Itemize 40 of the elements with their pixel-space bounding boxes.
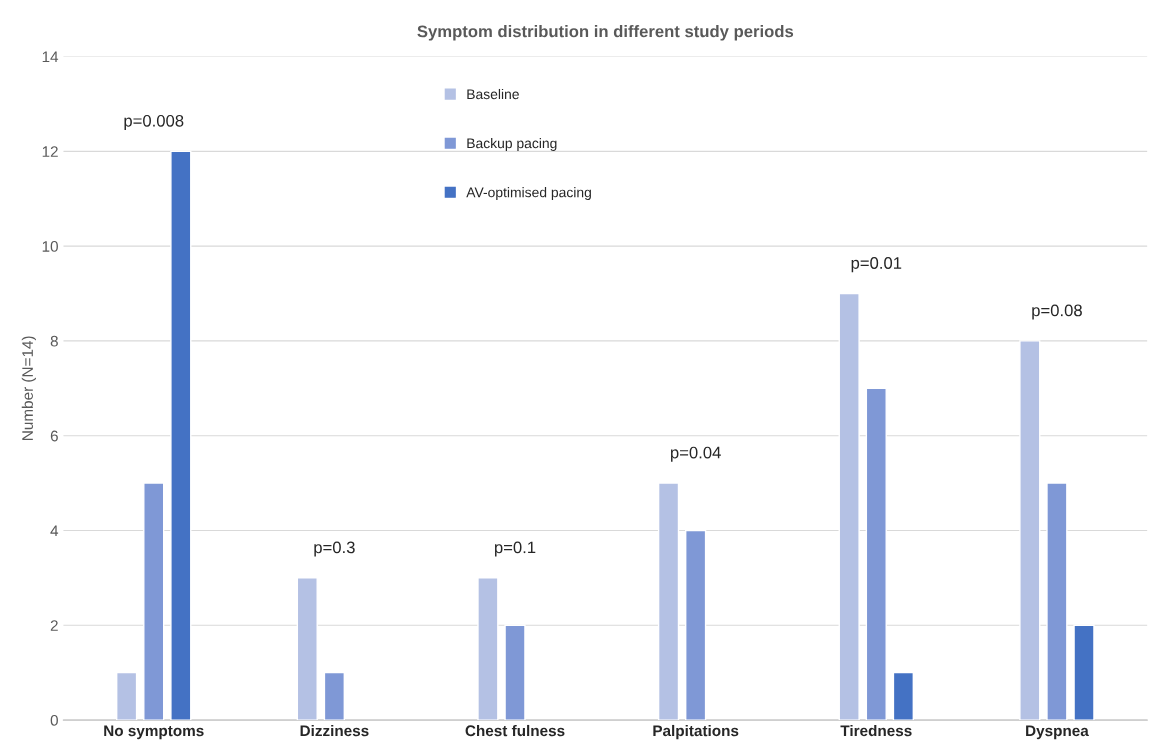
bar: [323, 671, 346, 721]
x-tick-label: Dizziness: [300, 724, 369, 737]
y-tick-label: 2: [50, 620, 58, 631]
x-tick-label: Dyspnea: [1026, 725, 1089, 740]
legend-label: Backup pacing: [467, 138, 557, 151]
annotation: p=0.01: [851, 257, 902, 273]
y-tick-label: 6: [50, 430, 58, 442]
bar: [1019, 340, 1041, 721]
bar: [865, 387, 887, 721]
chart-title: Symptom distribution in different study periods: [417, 25, 794, 41]
annotation: p=0.3: [314, 541, 355, 557]
bar: [1073, 624, 1095, 721]
legend-label: AV-optimised pacing: [466, 187, 591, 201]
bar: [838, 292, 860, 721]
x-tick-label: Palpitations: [653, 724, 739, 740]
annotation: p=0.04: [671, 446, 721, 462]
y-tick-label: 8: [50, 335, 58, 347]
y-tick-label: 0: [50, 714, 58, 726]
y-tick-label: 10: [42, 240, 58, 252]
bar: [116, 671, 138, 721]
annotation: p=0.08: [1032, 304, 1082, 320]
y-tick-label: 4: [50, 525, 59, 537]
x-tick-label: Chest fulness: [465, 724, 565, 737]
bar: [143, 482, 165, 721]
x-tick-label: Tiredness: [840, 724, 912, 737]
legend-label: Baseline: [467, 88, 519, 100]
bar: [657, 482, 680, 721]
bar: [170, 150, 192, 721]
annotation: p=0.008: [124, 114, 184, 131]
bar: [1046, 482, 1068, 721]
bar: [685, 529, 707, 721]
x-tick-label: No symptoms: [104, 725, 204, 740]
bar: [504, 624, 526, 721]
bar: [892, 671, 915, 721]
bar: [296, 577, 318, 721]
y-axis-title: Number (N=14): [21, 336, 36, 440]
y-tick-label: 14: [42, 51, 59, 63]
annotation: p=0.1: [495, 541, 536, 557]
y-tick-label: 12: [42, 146, 58, 157]
bar: [477, 577, 499, 721]
